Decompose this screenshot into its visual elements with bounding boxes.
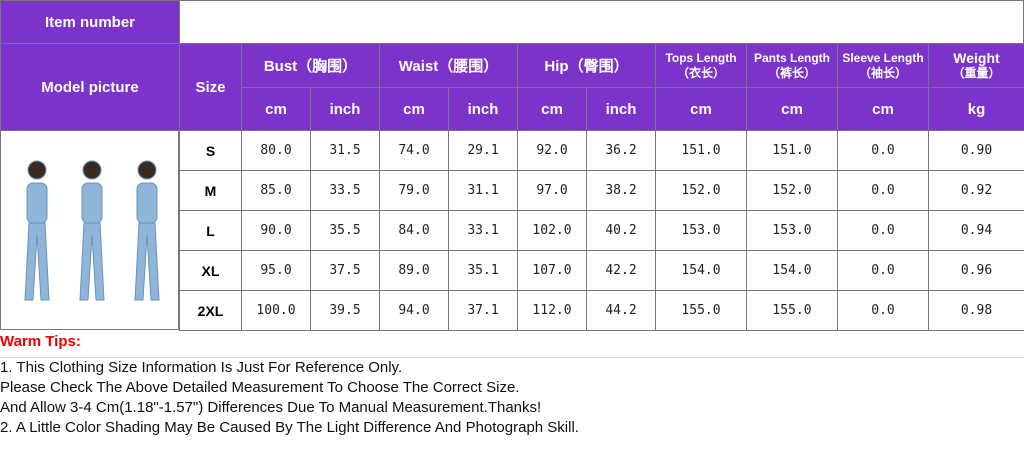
column-header: Sleeve Length （袖长）	[837, 43, 929, 88]
unit: inch	[310, 87, 380, 131]
model-picture	[0, 130, 179, 330]
unit: inch	[448, 87, 518, 131]
value-cell: 0.92	[928, 170, 1024, 211]
column-header: Bust（胸围）	[241, 43, 380, 88]
value-cell: 37.1	[448, 290, 518, 331]
header-text: Hip（臀围）	[544, 58, 629, 75]
value-cell: 33.1	[448, 210, 518, 251]
model-image	[23, 160, 160, 301]
value-cell: 102.0	[517, 210, 587, 251]
value-cell: 0.98	[928, 290, 1024, 331]
value-cell: 153.0	[655, 210, 747, 251]
value-cell: 89.0	[379, 250, 449, 291]
item-number-label: Item number	[0, 0, 180, 44]
value-cell: 154.0	[655, 250, 747, 291]
column-header: Weight （重量）	[928, 43, 1024, 88]
item-number-value	[179, 0, 1024, 44]
value-cell: 0.90	[928, 130, 1024, 171]
value-cell: 0.0	[837, 170, 929, 211]
header-text: （衣长）	[676, 65, 725, 80]
value-cell: 155.0	[746, 290, 838, 331]
value-cell: 97.0	[517, 170, 587, 211]
header-text: Bust（胸围）	[263, 58, 358, 75]
column-header: Tops Length （衣长）	[655, 43, 747, 88]
unit: cm	[517, 87, 587, 131]
value-cell: 153.0	[746, 210, 838, 251]
column-header: Hip（臀围）	[517, 43, 656, 88]
value-cell: 90.0	[241, 210, 311, 251]
size-cell: XL	[179, 250, 242, 291]
tip-line: 2. A Little Color Shading May Be Caused …	[0, 419, 579, 436]
value-cell: 74.0	[379, 130, 449, 171]
value-cell: 39.5	[310, 290, 380, 331]
value-cell: 0.0	[837, 290, 929, 331]
value-cell: 0.96	[928, 250, 1024, 291]
value-cell: 44.2	[586, 290, 656, 331]
value-cell: 33.5	[310, 170, 380, 211]
size-cell: 2XL	[179, 290, 242, 331]
value-cell: 31.1	[448, 170, 518, 211]
value-cell: 35.1	[448, 250, 518, 291]
value-cell: 0.0	[837, 250, 929, 291]
header-text: （裤长）	[767, 65, 816, 80]
value-cell: 29.1	[448, 130, 518, 171]
header-text: Pants Length	[753, 50, 830, 65]
value-cell: 95.0	[241, 250, 311, 291]
value-cell: 151.0	[746, 130, 838, 171]
header-text: Tops Length	[665, 50, 737, 65]
header-text: （袖长）	[858, 65, 907, 80]
size-label: Size	[179, 43, 242, 131]
size-cell: M	[179, 170, 242, 211]
unit: cm	[241, 87, 311, 131]
value-cell: 31.5	[310, 130, 380, 171]
value-cell: 79.0	[379, 170, 449, 211]
value-cell: 42.2	[586, 250, 656, 291]
value-cell: 85.0	[241, 170, 311, 211]
tips-title: Warm Tips:	[0, 333, 81, 350]
column-header: Pants Length （裤长）	[746, 43, 838, 88]
size-cell: S	[179, 130, 242, 171]
header-text: Sleeve Length	[842, 50, 924, 65]
unit: kg	[928, 87, 1024, 131]
header-text: Waist（腰围）	[398, 58, 499, 75]
value-cell: 38.2	[586, 170, 656, 211]
value-cell: 154.0	[746, 250, 838, 291]
value-cell: 100.0	[241, 290, 311, 331]
value-cell: 155.0	[655, 290, 747, 331]
value-cell: 94.0	[379, 290, 449, 331]
tip-line: 1. This Clothing Size Information Is Jus…	[0, 359, 403, 376]
value-cell: 0.94	[928, 210, 1024, 251]
value-cell: 36.2	[586, 130, 656, 171]
unit: cm	[746, 87, 838, 131]
header-text: （重量）	[952, 65, 1001, 80]
unit: cm	[379, 87, 449, 131]
unit: cm	[655, 87, 747, 131]
value-cell: 152.0	[655, 170, 747, 211]
unit: cm	[837, 87, 929, 131]
divider	[0, 357, 1024, 358]
value-cell: 35.5	[310, 210, 380, 251]
value-cell: 112.0	[517, 290, 587, 331]
column-header: Waist（腰围）	[379, 43, 518, 88]
value-cell: 152.0	[746, 170, 838, 211]
value-cell: 80.0	[241, 130, 311, 171]
value-cell: 151.0	[655, 130, 747, 171]
value-cell: 92.0	[517, 130, 587, 171]
value-cell: 0.0	[837, 130, 929, 171]
value-cell: 40.2	[586, 210, 656, 251]
tip-line: And Allow 3-4 Cm(1.18"-1.57") Difference…	[0, 399, 542, 416]
unit: inch	[586, 87, 656, 131]
size-cell: L	[179, 210, 242, 251]
model-picture-label: Model picture	[0, 43, 180, 131]
value-cell: 107.0	[517, 250, 587, 291]
header-text: Weight	[953, 49, 1000, 66]
value-cell: 0.0	[837, 210, 929, 251]
value-cell: 84.0	[379, 210, 449, 251]
value-cell: 37.5	[310, 250, 380, 291]
tip-line: Please Check The Above Detailed Measurem…	[0, 379, 520, 396]
